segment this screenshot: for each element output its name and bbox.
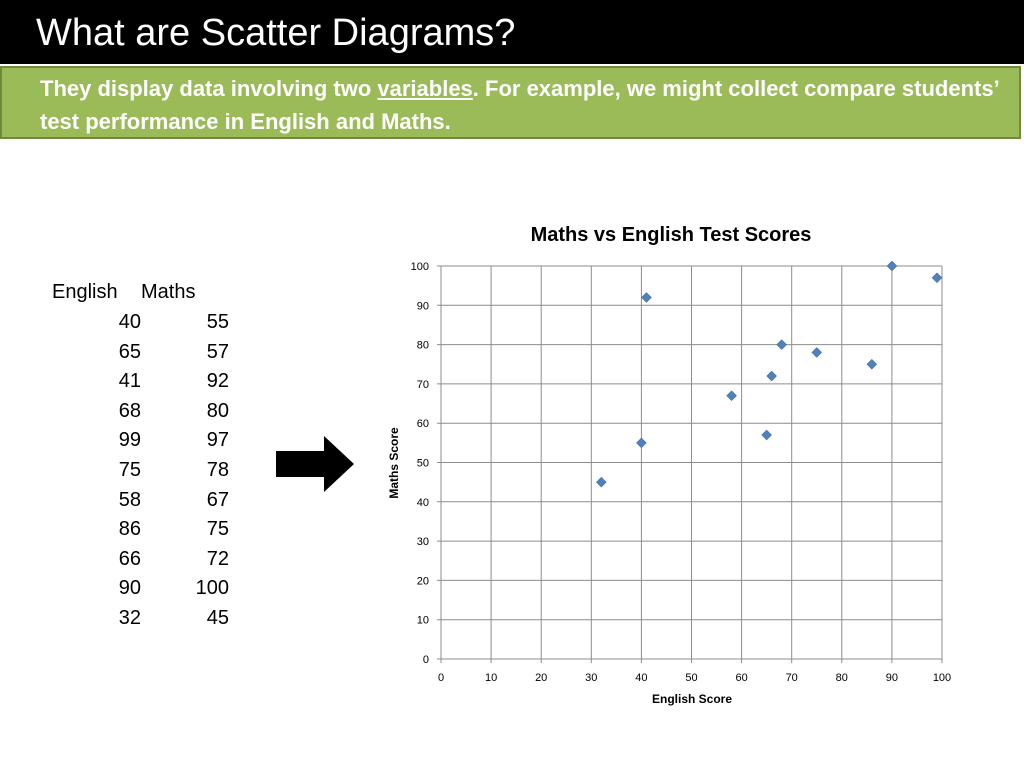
data-point: [761, 429, 773, 441]
data-point: [886, 260, 898, 272]
cell-english: 68: [118, 399, 141, 422]
cell-maths: 55: [206, 311, 229, 333]
cell-maths: 97: [206, 429, 229, 452]
cell-english: 32: [118, 606, 141, 629]
cell-maths: 80: [206, 399, 229, 422]
data-point: [726, 390, 737, 402]
cell-maths: 78: [206, 458, 229, 481]
data-point: [766, 370, 778, 382]
subtitle-box: They display data involving two variable…: [0, 66, 1021, 139]
scatter-chart: Maths vs English Test Scores 0 10 20 30 40 50…: [387, 224, 952, 706]
x-tick-label: 30: [585, 672, 597, 684]
data-point: [776, 339, 788, 350]
chart-ticks: 0 10 20 30 40 50 60 70 80 90 100 0 10 20 30 40 50 60 70 80 9…: [411, 261, 952, 684]
cell-english: 40: [118, 311, 141, 333]
x-tick-label: 40: [635, 672, 647, 684]
data-point: [595, 476, 607, 488]
x-tick-label: 10: [485, 672, 497, 684]
x-tick-label: 0: [438, 672, 444, 684]
cell-english: 41: [118, 370, 141, 393]
cell-english: 90: [118, 577, 141, 600]
subtitle-text: They display data involving two variable…: [40, 72, 1015, 138]
y-tick-label: 50: [417, 458, 429, 470]
cell-maths: 57: [206, 340, 229, 363]
chart-title: Maths vs English Test Scores: [531, 224, 812, 246]
cell-english: 86: [118, 518, 141, 541]
cell-english: 75: [118, 458, 141, 481]
y-tick-label: 40: [417, 497, 429, 509]
data-point: [811, 347, 823, 358]
y-tick-label: 90: [417, 300, 429, 312]
y-axis-label: Maths Score: [387, 427, 401, 499]
subtitle-link[interactable]: variables: [377, 76, 473, 101]
x-axis-label: English Score: [652, 692, 732, 706]
x-tick-label: 60: [735, 672, 747, 684]
header-maths: Maths: [141, 281, 196, 303]
cell-english: 58: [118, 488, 141, 511]
cell-maths: 45: [206, 606, 229, 629]
y-tick-label: 60: [417, 418, 429, 430]
y-tick-label: 10: [417, 615, 429, 627]
y-tick-label: 0: [423, 654, 429, 666]
header-english: English: [52, 281, 118, 303]
title-bar: What are Scatter Diagrams?: [0, 0, 1024, 64]
subtitle-after: . For example, we might collect compare …: [40, 76, 999, 134]
slide-title: What are Scatter Diagrams?: [36, 12, 516, 54]
cell-english: 99: [118, 429, 141, 452]
y-tick-label: 100: [411, 261, 429, 273]
data-point: [866, 358, 878, 370]
y-tick-label: 80: [417, 340, 429, 352]
x-tick-label: 20: [535, 672, 547, 684]
cell-maths: 72: [206, 547, 229, 570]
cell-maths: 67: [206, 488, 229, 511]
cell-english: 66: [118, 547, 141, 570]
right-arrow-icon: [276, 436, 354, 492]
chart-grid: [437, 265, 943, 663]
data-point: [636, 437, 647, 449]
cell-english: 65: [118, 340, 141, 363]
cell-maths: 100: [195, 577, 229, 600]
x-tick-label: 70: [786, 672, 798, 684]
y-tick-label: 20: [417, 575, 429, 587]
cell-maths: 92: [206, 370, 229, 393]
y-tick-label: 30: [417, 536, 429, 548]
x-tick-label: 50: [685, 672, 697, 684]
x-tick-label: 90: [886, 672, 898, 684]
x-tick-label: 100: [933, 672, 951, 684]
y-tick-label: 70: [417, 379, 429, 391]
x-tick-label: 80: [836, 672, 848, 684]
data-point: [931, 272, 943, 284]
chart-points: [595, 260, 943, 488]
cell-maths: 75: [206, 518, 229, 541]
data-point: [641, 292, 652, 303]
subtitle-before: They display data involving two: [40, 76, 378, 101]
